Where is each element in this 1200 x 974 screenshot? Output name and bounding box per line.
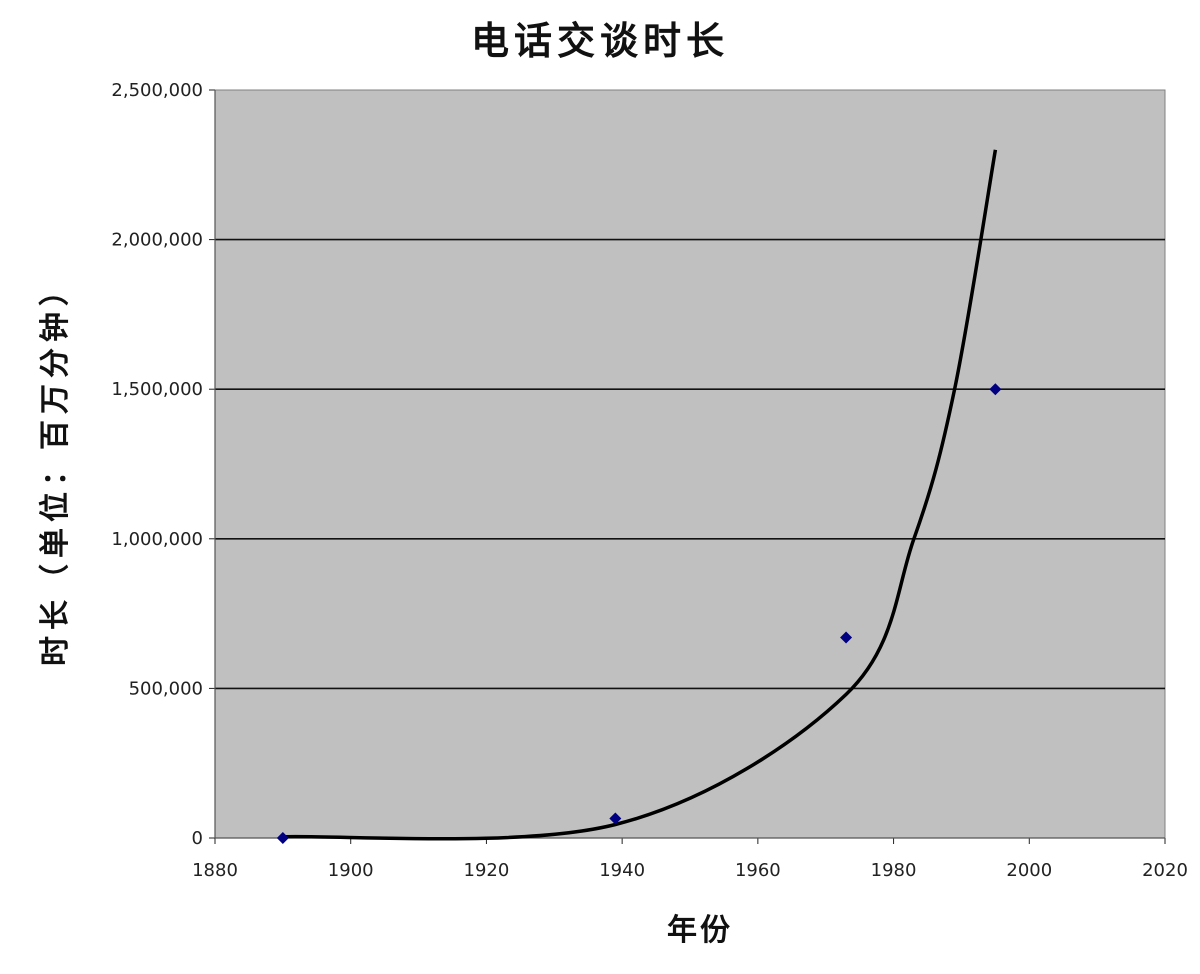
x-tick-label: 1900 (328, 860, 374, 881)
x-tick-label: 1960 (735, 860, 781, 881)
y-tick-label: 1,000,000 (111, 529, 203, 550)
y-tick-label: 500,000 (129, 678, 203, 699)
data-point (609, 812, 622, 825)
trendline (282, 149, 998, 841)
y-tick-label: 1,500,000 (111, 379, 203, 400)
x-tick-label: 1920 (464, 860, 510, 881)
plot-background (214, 89, 1166, 839)
y-tick-label: 2,500,000 (111, 80, 203, 101)
y-tick-labels: 0 500,000 1,000,000 1,500,000 2,000,000 2,500… (111, 80, 203, 849)
y-tick-label: 2,000,000 (111, 230, 203, 251)
x-tick-label: 2020 (1142, 860, 1188, 881)
data-point (276, 832, 289, 844)
x-axis-label: 年份 (667, 913, 733, 948)
x-tick-label: 1980 (871, 860, 917, 881)
x-tick-labels: 1880 1900 1920 1940 1960 1980 2000 2020 (192, 860, 1188, 881)
data-point (989, 383, 1002, 396)
x-tick-label: 2000 (1006, 860, 1052, 881)
grid-lines (209, 89, 1166, 844)
x-tick-label: 1940 (599, 860, 645, 881)
chart-title: 电话交谈时长 (470, 19, 729, 63)
trendline-group (282, 149, 998, 841)
data-point (840, 631, 853, 644)
data-points (276, 383, 1002, 844)
x-tick-label: 1880 (192, 860, 238, 881)
y-tick-label: 0 (192, 828, 203, 849)
